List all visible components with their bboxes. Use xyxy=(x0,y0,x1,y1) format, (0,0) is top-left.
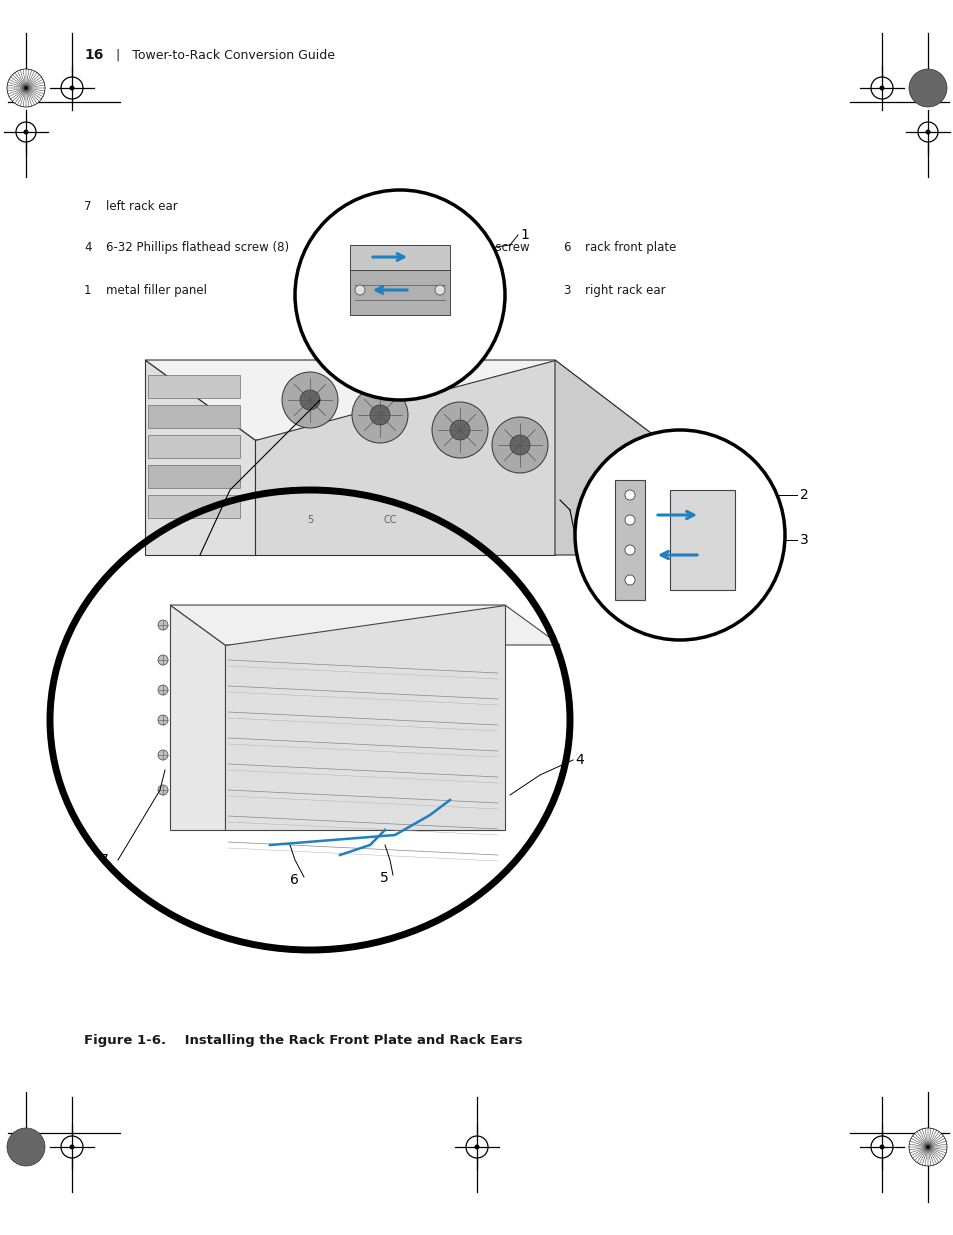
Polygon shape xyxy=(148,405,240,429)
Text: M3 x 8 T10 Torx flathead screw
(34): M3 x 8 T10 Torx flathead screw (34) xyxy=(346,241,530,269)
Circle shape xyxy=(624,545,635,555)
Circle shape xyxy=(510,435,530,454)
Text: 1: 1 xyxy=(519,228,528,242)
Polygon shape xyxy=(148,495,240,517)
Text: 5: 5 xyxy=(324,241,332,254)
Circle shape xyxy=(575,430,784,640)
Text: 6-32 Phillips flathead screw (8): 6-32 Phillips flathead screw (8) xyxy=(106,241,289,254)
Text: 2: 2 xyxy=(324,284,332,298)
Text: right rack ear: right rack ear xyxy=(584,284,665,298)
Circle shape xyxy=(70,85,74,90)
Text: 2: 2 xyxy=(800,488,808,501)
Polygon shape xyxy=(170,605,559,645)
Circle shape xyxy=(158,685,168,695)
Circle shape xyxy=(352,387,408,443)
Text: 5: 5 xyxy=(379,871,388,885)
Text: CC: CC xyxy=(383,515,396,525)
Circle shape xyxy=(879,1145,883,1150)
Circle shape xyxy=(432,403,488,458)
Circle shape xyxy=(7,69,45,107)
Polygon shape xyxy=(148,375,240,398)
Text: chassis double wall: chassis double wall xyxy=(346,284,460,298)
Text: metal filler panel: metal filler panel xyxy=(106,284,207,298)
Circle shape xyxy=(24,130,29,135)
Text: 6: 6 xyxy=(562,241,570,254)
Circle shape xyxy=(7,1128,45,1166)
Polygon shape xyxy=(669,490,734,590)
Text: 1: 1 xyxy=(84,284,91,298)
Polygon shape xyxy=(225,605,504,830)
Circle shape xyxy=(158,715,168,725)
Circle shape xyxy=(299,390,319,410)
Text: 4: 4 xyxy=(575,753,583,767)
Circle shape xyxy=(282,372,337,429)
Circle shape xyxy=(435,285,444,295)
Polygon shape xyxy=(145,359,254,555)
Text: 3: 3 xyxy=(800,534,808,547)
Circle shape xyxy=(158,620,168,630)
Circle shape xyxy=(450,420,470,440)
Text: 7: 7 xyxy=(84,200,91,214)
Text: 16: 16 xyxy=(84,48,103,62)
Text: 4: 4 xyxy=(84,241,91,254)
Polygon shape xyxy=(350,270,450,315)
Circle shape xyxy=(370,405,390,425)
Text: 5: 5 xyxy=(307,515,313,525)
Polygon shape xyxy=(254,359,555,555)
Polygon shape xyxy=(350,245,450,270)
Polygon shape xyxy=(148,435,240,458)
Circle shape xyxy=(294,190,504,400)
Polygon shape xyxy=(148,466,240,488)
Text: rack front plate: rack front plate xyxy=(584,241,676,254)
Polygon shape xyxy=(615,480,644,600)
Circle shape xyxy=(924,130,929,135)
Circle shape xyxy=(158,655,168,664)
Polygon shape xyxy=(145,359,659,440)
Circle shape xyxy=(70,1145,74,1150)
Polygon shape xyxy=(555,359,659,555)
Text: |   Tower-to-Rack Conversion Guide: | Tower-to-Rack Conversion Guide xyxy=(104,48,335,62)
Circle shape xyxy=(474,1145,479,1150)
Text: Figure 1-6.    Installing the Rack Front Plate and Rack Ears: Figure 1-6. Installing the Rack Front Pl… xyxy=(84,1034,522,1047)
Circle shape xyxy=(908,69,946,107)
Circle shape xyxy=(355,285,365,295)
Circle shape xyxy=(908,1128,946,1166)
Circle shape xyxy=(492,417,547,473)
Text: 6: 6 xyxy=(290,873,298,887)
Circle shape xyxy=(158,785,168,795)
Circle shape xyxy=(879,85,883,90)
Circle shape xyxy=(624,576,635,585)
Text: 7: 7 xyxy=(100,853,109,867)
Circle shape xyxy=(624,490,635,500)
Text: 3: 3 xyxy=(562,284,570,298)
Circle shape xyxy=(624,515,635,525)
Polygon shape xyxy=(170,605,225,830)
Circle shape xyxy=(158,750,168,760)
Text: left rack ear: left rack ear xyxy=(106,200,177,214)
